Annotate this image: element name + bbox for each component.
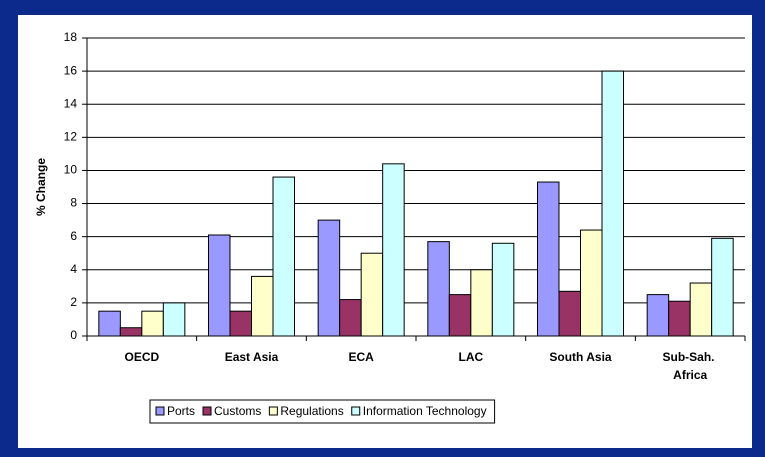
bar [317, 219, 341, 337]
x-tick-label: OECD [124, 350, 159, 364]
bar [272, 176, 295, 337]
y-tick-label: 10 [64, 163, 78, 177]
legend-swatch [268, 406, 278, 416]
y-axis-label: % Change [34, 158, 48, 216]
legend-swatch [351, 406, 361, 416]
y-tick-label: 8 [70, 196, 77, 210]
legend-swatch [202, 406, 212, 416]
legend-label: Regulations [280, 404, 343, 418]
bar [668, 300, 691, 337]
x-tick-label-line: East Asia [225, 350, 279, 364]
legend-label: Ports [167, 404, 195, 418]
x-tick-label: Sub-Sah. Africa [662, 350, 717, 382]
y-tick-label: 4 [70, 262, 77, 276]
bar [229, 310, 252, 337]
legend-label: Information Technology [363, 404, 487, 418]
bar [491, 242, 515, 337]
y-tick-label: 16 [64, 63, 78, 77]
bar [448, 294, 472, 337]
y-tick-label: 6 [70, 229, 77, 243]
bar [382, 163, 405, 337]
x-tick-label: East Asia [225, 350, 279, 364]
legend-swatch [155, 406, 165, 416]
bar [558, 290, 581, 337]
x-tick-label-line: Sub-Sah. [662, 350, 717, 364]
x-tick-label: LAC [458, 350, 483, 364]
bar [470, 269, 493, 337]
y-tick-label: 0 [70, 328, 77, 342]
bar [580, 229, 603, 337]
x-tick-label-line: Africa [673, 368, 707, 382]
x-tick-label-line: South Asia [549, 350, 612, 364]
legend-box [149, 399, 496, 424]
bar [537, 181, 560, 337]
y-tick-label: 18 [64, 30, 78, 44]
bar [141, 310, 164, 337]
x-tick-label-line: OECD [124, 350, 159, 364]
bar [208, 234, 231, 337]
bar [360, 252, 384, 337]
bar [646, 294, 670, 337]
bar [427, 241, 450, 337]
legend-label: Customs [214, 404, 261, 418]
x-tick-label-line: ECA [348, 350, 374, 364]
x-tick-label: South Asia [549, 350, 612, 364]
x-tick-label: ECA [348, 350, 374, 364]
bar [251, 275, 274, 337]
x-tick-label-line: LAC [458, 350, 483, 364]
bar [689, 282, 713, 337]
bar [711, 237, 734, 337]
y-tick-label: 14 [64, 96, 78, 110]
y-tick-label: 2 [70, 295, 77, 309]
bar [98, 310, 121, 337]
bar [339, 299, 362, 337]
bar [119, 327, 143, 337]
bar [162, 302, 186, 337]
bar [601, 70, 624, 337]
y-tick-label: 12 [64, 130, 78, 144]
